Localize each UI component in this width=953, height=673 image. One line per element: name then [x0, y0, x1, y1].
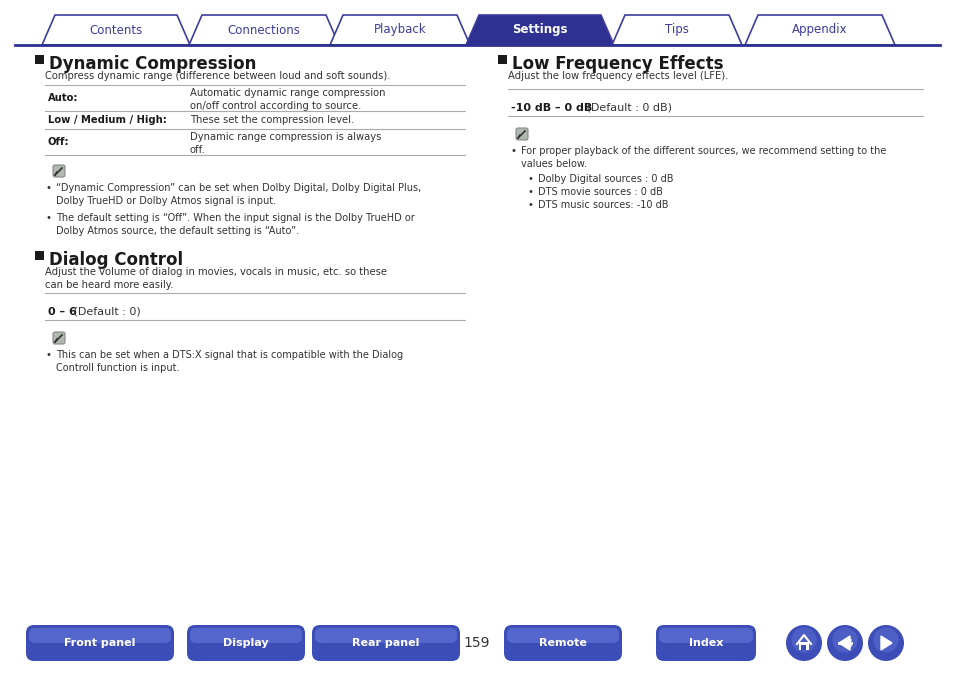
Text: •: •	[527, 174, 534, 184]
FancyBboxPatch shape	[187, 625, 305, 661]
Text: These set the compression level.: These set the compression level.	[190, 115, 354, 125]
Text: DTS movie sources : 0 dB: DTS movie sources : 0 dB	[537, 187, 662, 197]
Text: Automatic dynamic range compression
on/off control according to source.: Automatic dynamic range compression on/o…	[190, 88, 385, 111]
Text: Playback: Playback	[374, 24, 426, 36]
Circle shape	[832, 627, 857, 653]
Text: 0 – 6: 0 – 6	[48, 307, 77, 317]
Polygon shape	[330, 15, 470, 45]
Bar	[801, 645, 805, 650]
Text: Dolby Digital sources : 0 dB: Dolby Digital sources : 0 dB	[537, 174, 673, 184]
Text: “Dynamic Compression” can be set when Dolby Digital, Dolby Digital Plus,
Dolby T: “Dynamic Compression” can be set when Do…	[56, 183, 421, 206]
Text: Low Frequency Effects: Low Frequency Effects	[512, 55, 722, 73]
Text: Dynamic Compression: Dynamic Compression	[49, 55, 256, 73]
Text: •: •	[511, 146, 517, 156]
FancyBboxPatch shape	[503, 625, 621, 661]
Polygon shape	[189, 15, 338, 45]
Polygon shape	[838, 636, 849, 650]
Text: DTS music sources: -10 dB: DTS music sources: -10 dB	[537, 200, 668, 210]
FancyBboxPatch shape	[190, 628, 302, 643]
FancyBboxPatch shape	[656, 625, 755, 661]
Text: Rear panel: Rear panel	[352, 638, 419, 648]
Circle shape	[785, 625, 821, 661]
Text: Dynamic range compression is always
off.: Dynamic range compression is always off.	[190, 132, 381, 155]
Text: The default setting is “Off”. When the input signal is the Dolby TrueHD or
Dolby: The default setting is “Off”. When the i…	[56, 213, 415, 236]
Text: Tips: Tips	[664, 24, 688, 36]
FancyBboxPatch shape	[29, 628, 171, 643]
Text: Off:: Off:	[48, 137, 70, 147]
Text: Connections: Connections	[228, 24, 300, 36]
FancyBboxPatch shape	[516, 128, 527, 140]
Circle shape	[791, 627, 816, 653]
Text: Auto:: Auto:	[48, 93, 78, 103]
Bar	[35, 55, 44, 64]
Text: Adjust the low frequency effects level (LFE).: Adjust the low frequency effects level (…	[507, 71, 727, 81]
Circle shape	[867, 625, 903, 661]
FancyBboxPatch shape	[506, 628, 618, 643]
FancyBboxPatch shape	[26, 625, 173, 661]
Text: Low / Medium / High:: Low / Medium / High:	[48, 115, 167, 125]
Text: •: •	[46, 183, 52, 193]
Text: Dialog Control: Dialog Control	[49, 251, 183, 269]
Polygon shape	[612, 15, 741, 45]
Bar	[35, 251, 44, 260]
Text: 159: 159	[463, 636, 490, 650]
Circle shape	[873, 627, 898, 653]
Text: Adjust the volume of dialog in movies, vocals in music, etc. so these
can be hea: Adjust the volume of dialog in movies, v…	[45, 267, 387, 290]
Bar	[497, 55, 506, 64]
Text: (Default : 0): (Default : 0)	[70, 307, 141, 317]
FancyBboxPatch shape	[53, 332, 65, 344]
Text: •: •	[527, 187, 534, 197]
Text: Index: Index	[688, 638, 722, 648]
Text: •: •	[527, 200, 534, 210]
Polygon shape	[42, 15, 190, 45]
Circle shape	[826, 625, 862, 661]
Text: Contents: Contents	[90, 24, 143, 36]
Polygon shape	[744, 15, 894, 45]
FancyBboxPatch shape	[53, 165, 65, 177]
Text: Compress dynamic range (difference between loud and soft sounds).: Compress dynamic range (difference betwe…	[45, 71, 390, 81]
FancyBboxPatch shape	[659, 628, 752, 643]
Text: For proper playback of the different sources, we recommend setting to the
values: For proper playback of the different sou…	[520, 146, 885, 169]
Text: Display: Display	[223, 638, 269, 648]
Text: Remote: Remote	[538, 638, 586, 648]
Text: •: •	[46, 213, 52, 223]
Bar	[799, 642, 808, 650]
Polygon shape	[880, 636, 891, 650]
FancyBboxPatch shape	[312, 625, 459, 661]
Text: Appendix: Appendix	[791, 24, 847, 36]
Text: (Default : 0 dB): (Default : 0 dB)	[582, 103, 671, 113]
Text: This can be set when a DTS:X signal that is compatible with the Dialog
Controll : This can be set when a DTS:X signal that…	[56, 350, 403, 374]
Text: -10 dB – 0 dB: -10 dB – 0 dB	[511, 103, 592, 113]
Polygon shape	[465, 15, 614, 45]
Text: Settings: Settings	[512, 24, 567, 36]
Text: •: •	[46, 350, 52, 360]
Text: Front panel: Front panel	[64, 638, 135, 648]
FancyBboxPatch shape	[314, 628, 456, 643]
